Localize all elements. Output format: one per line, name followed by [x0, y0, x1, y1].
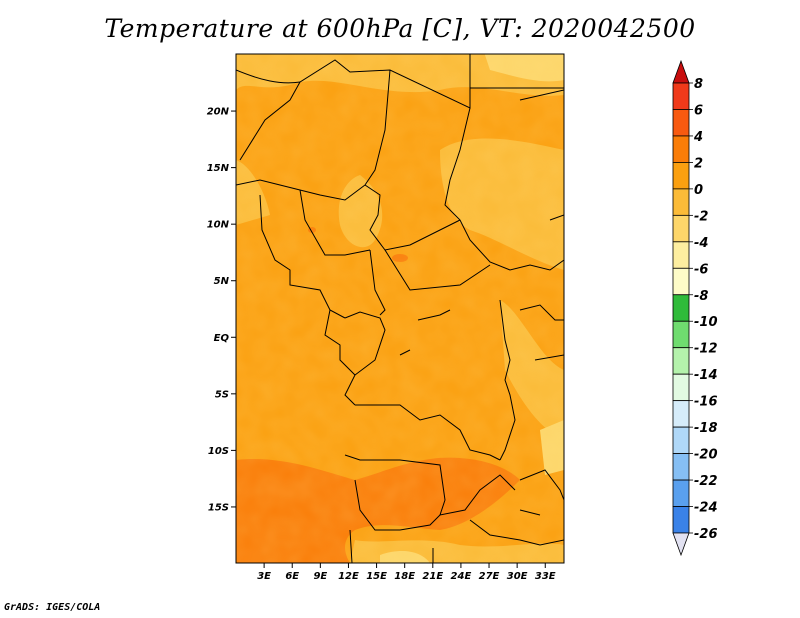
lat-tick-label: 20N	[207, 107, 230, 118]
lon-tick-label: 18E	[394, 571, 415, 582]
colorbar-swatch	[672, 267, 690, 296]
colorbar-swatch	[672, 214, 690, 243]
colorbar-label: 2	[694, 156, 703, 171]
colorbar-label: 0	[694, 183, 703, 198]
lon-tick-label: 12E	[338, 571, 359, 582]
colorbar-swatch	[672, 109, 690, 137]
colorbar-swatch	[672, 188, 690, 216]
colorbar-swatch	[672, 135, 690, 163]
lon-tick-label: 33E	[535, 571, 556, 582]
colorbar-label: -12	[694, 342, 718, 357]
lon-tick-label: 6E	[285, 571, 299, 582]
colorbar-swatch	[672, 82, 690, 110]
colorbar-swatch	[672, 453, 690, 481]
colorbar-swatch	[672, 400, 690, 428]
lat-tick-label: 10S	[208, 446, 229, 457]
latitude-axis: 20N 15N 10N 5N EQ 5S 10S 15S	[207, 107, 236, 513]
colorbar-label: -14	[694, 368, 718, 383]
colorbar-swatch	[672, 506, 690, 534]
colorbar-swatch	[672, 426, 690, 454]
lon-tick-label: 27E	[479, 571, 500, 582]
colorbar-swatch	[672, 373, 690, 402]
lon-tick-label: 30E	[507, 571, 528, 582]
colorbar-label: -4	[694, 236, 708, 251]
colorbar-bottom-arrow	[672, 532, 690, 557]
colorbar-label: -16	[694, 395, 718, 410]
lat-tick-label: EQ	[214, 333, 230, 344]
colorbar-swatch	[672, 294, 690, 322]
colorbar-label: -18	[694, 421, 718, 436]
lat-tick-label: 15N	[207, 163, 230, 174]
lon-tick-label: 15E	[366, 571, 387, 582]
colorbar-label: -20	[694, 448, 718, 463]
colorbar-swatch	[672, 162, 690, 190]
lat-tick-label: 15S	[208, 502, 229, 513]
colorbar-label: -10	[694, 315, 718, 330]
lat-tick-label: 5S	[215, 389, 229, 400]
map-title: Temperature at 600hPa [C], VT: 202004250…	[104, 14, 696, 43]
colorbar-top-arrow	[672, 59, 690, 84]
colorbar-label: -24	[694, 501, 718, 516]
colorbar-label: -8	[694, 289, 708, 304]
lon-tick-label: 24E	[451, 571, 472, 582]
colorbar-label: 4	[693, 130, 703, 145]
colorbar-label: 6	[694, 103, 703, 118]
colorbar-label: -22	[694, 474, 718, 489]
lon-tick-label: 3E	[257, 571, 271, 582]
credit-text: GrADS: IGES/COLA	[4, 602, 101, 613]
lat-tick-label: 10N	[207, 220, 230, 231]
longitude-axis: 3E 6E 9E 12E 15E 18E 21E 24E 27E 30E 33E	[257, 563, 556, 582]
colorbar-swatch	[672, 347, 690, 375]
temperature-field	[236, 54, 564, 563]
colorbar-swatch	[672, 479, 690, 507]
map-frame	[235, 53, 565, 564]
colorbar-label: -2	[694, 209, 708, 224]
lon-tick-label: 9E	[313, 571, 327, 582]
colorbar: 8 6 4 2 0 -2 -4 -6 -8 -10 -12 -14 -16 -18 -20 -22 -24 -26	[672, 59, 718, 557]
colorbar-label: -26	[694, 527, 718, 542]
country-borders	[236, 54, 564, 563]
colorbar-swatch	[672, 320, 690, 349]
colorbar-label: 8	[694, 77, 703, 92]
colorbar-swatch	[672, 241, 690, 269]
lat-tick-label: 5N	[214, 276, 230, 287]
lon-tick-label: 21E	[422, 571, 443, 582]
colorbar-label: -6	[694, 262, 708, 277]
